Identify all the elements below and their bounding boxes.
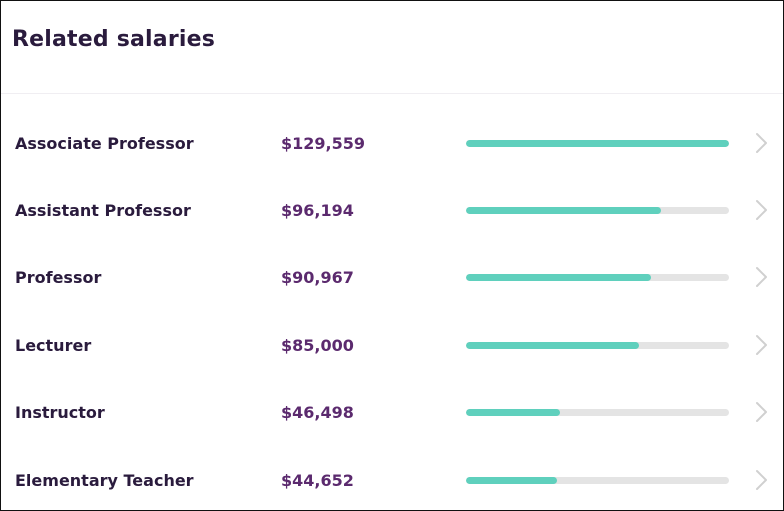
salary-amount: $44,652: [281, 471, 354, 490]
card-title: Related salaries: [12, 27, 216, 52]
salary-bar-fill: [466, 409, 561, 416]
salary-bar-fill: [466, 274, 651, 281]
job-title: Professor: [15, 268, 102, 287]
chevron-right-icon[interactable]: [751, 334, 771, 356]
chevron-right-icon[interactable]: [751, 199, 771, 221]
chevron-right-icon[interactable]: [751, 401, 771, 423]
job-title: Instructor: [15, 403, 105, 422]
salary-amount: $85,000: [281, 336, 354, 355]
salary-bar-track: [466, 409, 729, 416]
job-title: Elementary Teacher: [15, 471, 194, 490]
chevron-right-icon[interactable]: [751, 266, 771, 288]
salary-bar-track: [466, 477, 729, 484]
salary-bar-track: [466, 274, 729, 281]
job-title: Lecturer: [15, 336, 92, 355]
salary-bar-track: [466, 207, 729, 214]
salary-bar-fill: [466, 207, 662, 214]
salary-amount: $46,498: [281, 403, 354, 422]
job-title: Assistant Professor: [15, 201, 191, 220]
chevron-right-icon[interactable]: [751, 132, 771, 154]
salary-bar-fill: [466, 342, 639, 349]
salary-bar-fill: [466, 140, 729, 147]
salary-row[interactable]: Lecturer $85,000: [1, 325, 783, 365]
salary-bar-track: [466, 342, 729, 349]
salary-row[interactable]: Elementary Teacher $44,652: [1, 460, 783, 500]
salary-row[interactable]: Associate Professor $129,559: [1, 123, 783, 163]
chevron-right-icon[interactable]: [751, 469, 771, 491]
salary-row[interactable]: Professor $90,967: [1, 257, 783, 297]
salary-amount: $129,559: [281, 134, 366, 153]
salary-row[interactable]: Instructor $46,498: [1, 392, 783, 432]
title-divider: [1, 93, 783, 94]
salary-amount: $90,967: [281, 268, 354, 287]
job-title: Associate Professor: [15, 134, 194, 153]
salary-row[interactable]: Assistant Professor $96,194: [1, 190, 783, 230]
salary-bar-track: [466, 140, 729, 147]
salary-amount: $96,194: [281, 201, 354, 220]
salary-bar-fill: [466, 477, 557, 484]
